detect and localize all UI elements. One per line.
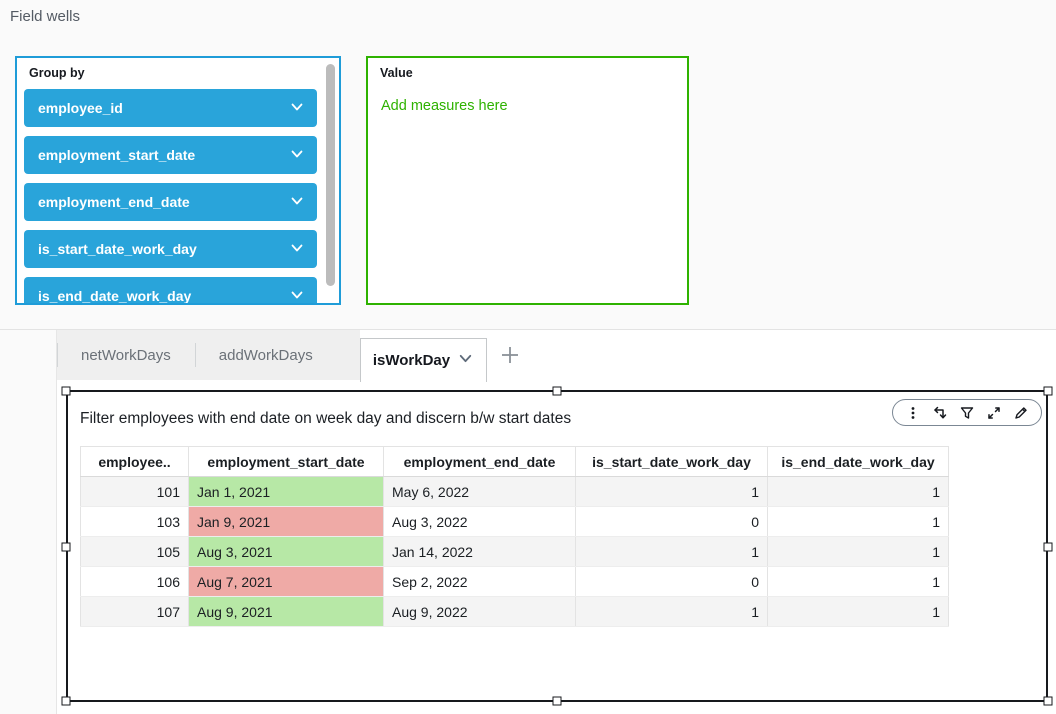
visual-title: Filter employees with end date on week d… xyxy=(80,410,572,427)
swap-arrows-icon[interactable] xyxy=(929,402,951,424)
cell-employee-id: 105 xyxy=(80,536,189,567)
table-header-row: employee.. employment_start_date employm… xyxy=(80,446,949,477)
col-header-employment-end-date[interactable]: employment_end_date xyxy=(383,446,576,477)
field-pill-employee-id[interactable]: employee_id xyxy=(24,89,317,127)
col-header-is-start-date-work-day[interactable]: is_start_date_work_day xyxy=(575,446,768,477)
chevron-down-icon[interactable] xyxy=(457,350,474,371)
tab-isworkday-active[interactable]: isWorkDay xyxy=(360,338,487,382)
field-pill-label: employment_start_date xyxy=(38,147,196,163)
expand-arrows-icon[interactable] xyxy=(983,402,1005,424)
cell-is-start-date-work-day: 0 xyxy=(575,566,768,597)
value-well[interactable]: Value Add measures here xyxy=(366,56,689,305)
edit-pencil-icon[interactable] xyxy=(1010,402,1032,424)
data-table: employee.. employment_start_date employm… xyxy=(80,446,949,627)
chevron-down-icon xyxy=(289,193,305,212)
resize-handle-top-right[interactable] xyxy=(1043,386,1053,396)
section-divider xyxy=(0,329,1056,330)
cell-employment-end-date: Aug 3, 2022 xyxy=(383,506,576,537)
cell-employment-end-date: May 6, 2022 xyxy=(383,476,576,507)
field-wells-title: Field wells xyxy=(10,8,81,25)
cell-is-start-date-work-day: 1 xyxy=(575,596,768,627)
cell-employment-end-date: Aug 9, 2022 xyxy=(383,596,576,627)
field-pill-employment-start-date[interactable]: employment_start_date xyxy=(24,136,317,174)
cell-is-end-date-work-day: 1 xyxy=(767,536,949,567)
col-header-employee-id[interactable]: employee.. xyxy=(80,446,189,477)
cell-employment-end-date: Sep 2, 2022 xyxy=(383,566,576,597)
tab-networkdays[interactable]: netWorkDays xyxy=(57,330,195,380)
add-sheet-button[interactable] xyxy=(496,341,524,369)
cell-is-start-date-work-day: 0 xyxy=(575,506,768,537)
field-pill-label: employment_end_date xyxy=(38,194,190,210)
field-pill-label: is_start_date_work_day xyxy=(38,241,197,257)
visual-toolbar xyxy=(892,399,1042,426)
chevron-down-icon xyxy=(289,240,305,259)
cell-is-end-date-work-day: 1 xyxy=(767,596,949,627)
cell-employment-start-date: Jan 1, 2021 xyxy=(188,476,384,507)
group-by-pill-list: employee_id employment_start_date employ… xyxy=(24,89,317,304)
cell-is-start-date-work-day: 1 xyxy=(575,536,768,567)
menu-kebab-icon[interactable] xyxy=(902,402,924,424)
resize-handle-top-left[interactable] xyxy=(61,386,71,396)
chevron-down-icon xyxy=(289,287,305,304)
cell-is-end-date-work-day: 1 xyxy=(767,506,949,537)
resize-handle-top-center[interactable] xyxy=(552,386,562,396)
plus-icon xyxy=(502,347,518,363)
field-pill-label: employee_id xyxy=(38,100,123,116)
resize-handle-bottom-center[interactable] xyxy=(552,696,562,706)
cell-employee-id: 106 xyxy=(80,566,189,597)
cell-employment-end-date: Jan 14, 2022 xyxy=(383,536,576,567)
cell-employee-id: 103 xyxy=(80,506,189,537)
field-pill-is-end-date-work-day[interactable]: is_end_date_work_day xyxy=(24,277,317,304)
resize-handle-middle-right[interactable] xyxy=(1043,542,1053,552)
cell-employee-id: 101 xyxy=(80,476,189,507)
resize-handle-bottom-right[interactable] xyxy=(1043,696,1053,706)
table-row: 105 Aug 3, 2021 Jan 14, 2022 1 1 xyxy=(80,536,949,567)
col-header-employment-start-date[interactable]: employment_start_date xyxy=(188,446,384,477)
table-row: 107 Aug 9, 2021 Aug 9, 2022 1 1 xyxy=(80,596,949,627)
field-pill-label: is_end_date_work_day xyxy=(38,288,192,304)
cell-employee-id: 107 xyxy=(80,596,189,627)
value-label: Value xyxy=(380,66,413,80)
col-header-is-end-date-work-day[interactable]: is_end_date_work_day xyxy=(767,446,949,477)
tab-addworkdays[interactable]: addWorkDays xyxy=(194,330,337,380)
resize-handle-bottom-left[interactable] xyxy=(61,696,71,706)
cell-employment-start-date: Jan 9, 2021 xyxy=(188,506,384,537)
cell-is-end-date-work-day: 1 xyxy=(767,566,949,597)
table-row: 101 Jan 1, 2021 May 6, 2022 1 1 xyxy=(80,476,949,507)
tab-active-label: isWorkDay xyxy=(372,352,451,369)
table-visual[interactable]: Filter employees with end date on week d… xyxy=(66,390,1048,702)
field-pill-employment-end-date[interactable]: employment_end_date xyxy=(24,183,317,221)
cell-is-end-date-work-day: 1 xyxy=(767,476,949,507)
filter-funnel-icon[interactable] xyxy=(956,402,978,424)
sheet-tab-bar: netWorkDays addWorkDays xyxy=(57,330,360,380)
cell-employment-start-date: Aug 9, 2021 xyxy=(188,596,384,627)
table-row: 103 Jan 9, 2021 Aug 3, 2022 0 1 xyxy=(80,506,949,537)
chevron-down-icon xyxy=(289,99,305,118)
field-pill-is-start-date-work-day[interactable]: is_start_date_work_day xyxy=(24,230,317,268)
resize-handle-middle-left[interactable] xyxy=(61,542,71,552)
cell-employment-start-date: Aug 3, 2021 xyxy=(188,536,384,567)
table-row: 106 Aug 7, 2021 Sep 2, 2022 0 1 xyxy=(80,566,949,597)
cell-employment-start-date: Aug 7, 2021 xyxy=(188,566,384,597)
cell-is-start-date-work-day: 1 xyxy=(575,476,768,507)
value-empty-text: Add measures here xyxy=(381,98,508,114)
group-by-well: Group by employee_id employment_start_da… xyxy=(15,56,341,305)
chevron-down-icon xyxy=(289,146,305,165)
canvas-left-border xyxy=(56,330,57,714)
group-by-scrollbar[interactable] xyxy=(326,64,335,286)
group-by-label: Group by xyxy=(29,66,85,80)
